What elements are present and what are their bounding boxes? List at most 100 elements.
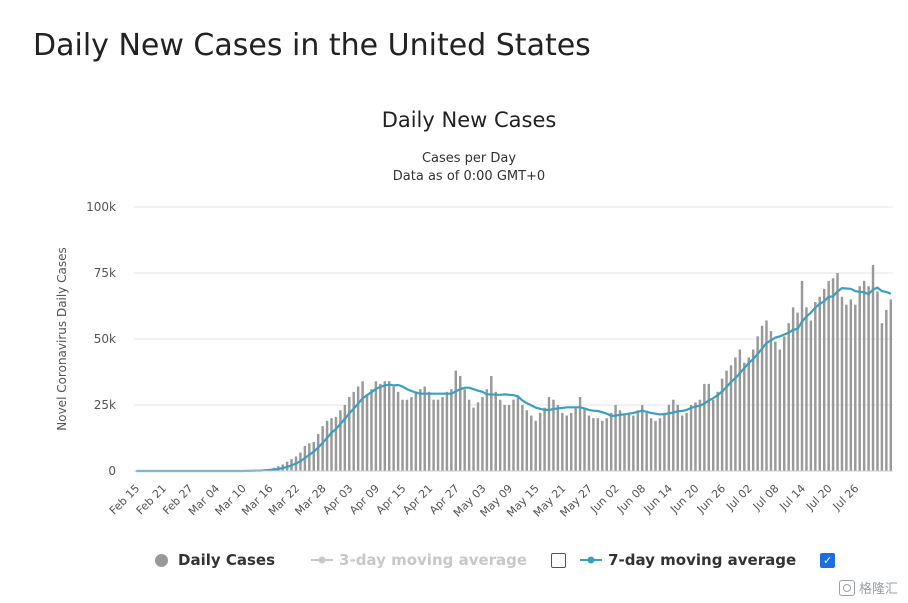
- y-tick-label: 50k: [94, 332, 116, 346]
- ma7-checkbox[interactable]: ✓: [820, 552, 836, 568]
- bar: [308, 443, 311, 471]
- x-tick-label: Jul 08: [750, 482, 782, 514]
- chart-title: Daily New Cases: [381, 108, 557, 132]
- chart-subtitle-line-2: Data as of 0:00 GMT+0: [392, 169, 546, 184]
- logo-icon: [838, 579, 855, 596]
- bar: [516, 397, 520, 471]
- bar: [774, 341, 777, 471]
- bar: [845, 304, 848, 471]
- bar: [396, 391, 400, 471]
- bar: [414, 391, 418, 471]
- bar: [760, 325, 764, 471]
- bar: [751, 349, 755, 471]
- bar: [490, 375, 493, 471]
- bar: [463, 389, 466, 471]
- bar: [383, 381, 387, 471]
- bar: [796, 312, 799, 471]
- bar: [605, 418, 608, 471]
- bar: [645, 412, 648, 471]
- bar: [552, 399, 555, 471]
- bar: [632, 415, 635, 471]
- legend-daily-cases-label: Daily Cases: [178, 551, 276, 569]
- bar: [325, 420, 329, 471]
- line-marker-icon: [580, 556, 603, 564]
- page-title: Daily New Cases in the United States: [33, 28, 591, 63]
- bar: [862, 280, 866, 471]
- watermark-text: 格隆汇: [858, 581, 898, 596]
- bar: [720, 378, 724, 471]
- bar: [343, 405, 347, 471]
- bar: [374, 381, 378, 471]
- bar: [507, 405, 511, 471]
- bar: [707, 383, 711, 471]
- bar: [450, 389, 453, 471]
- bar: [827, 280, 830, 471]
- x-tick-label: Jul 20: [803, 482, 835, 514]
- bar: [330, 418, 333, 471]
- bar: [734, 357, 737, 471]
- bar: [574, 407, 577, 471]
- bar: [432, 399, 435, 471]
- bar: [494, 391, 497, 471]
- bar: [698, 399, 702, 471]
- bar: [583, 407, 586, 471]
- bar: [854, 304, 857, 471]
- bar: [609, 412, 613, 471]
- bar: [485, 389, 489, 471]
- bar: [348, 397, 351, 471]
- bar: [565, 415, 568, 471]
- bar: [361, 381, 364, 471]
- bar: [601, 420, 604, 471]
- bar: [667, 405, 671, 471]
- bar: [747, 357, 750, 471]
- bar: [818, 296, 821, 471]
- bar: [791, 307, 795, 471]
- bar: [738, 349, 742, 471]
- bar: [587, 415, 591, 471]
- bar: [503, 405, 506, 471]
- bar: [672, 399, 675, 471]
- bar: [743, 362, 746, 471]
- bar: [623, 415, 626, 471]
- bar: [676, 405, 679, 471]
- bar: [858, 286, 861, 471]
- bar: [787, 323, 790, 471]
- bar: [578, 397, 582, 471]
- x-tick-label: Jul 26: [830, 482, 862, 514]
- bar: [822, 288, 826, 471]
- legend-ma3-label: 3-day moving average: [339, 551, 528, 569]
- bar: [885, 309, 888, 471]
- bar: [356, 386, 360, 471]
- bar: [889, 299, 893, 471]
- x-tick-label: Jun 14: [641, 482, 675, 516]
- bar: [800, 280, 804, 471]
- bar: [712, 399, 715, 471]
- x-tick-label: Jun 26: [694, 482, 728, 516]
- bar: [831, 278, 835, 471]
- bar: [543, 407, 546, 471]
- legend-ma7-label: 7-day moving average: [608, 551, 797, 569]
- bar: [427, 391, 431, 471]
- ma3-checkbox[interactable]: [551, 552, 567, 568]
- chart-subtitle-line-1: Cases per Day: [421, 151, 517, 166]
- bar: [703, 383, 706, 471]
- bar: [405, 399, 409, 471]
- bar: [312, 441, 315, 471]
- bar: [423, 386, 426, 471]
- legend-daily-cases[interactable]: Daily Cases: [155, 551, 275, 569]
- watermark: 格隆汇: [838, 578, 898, 597]
- legend-ma7[interactable]: 7-day moving average: [580, 551, 796, 569]
- legend-ma3[interactable]: 3-day moving average: [311, 551, 527, 569]
- x-tick-label: Jun 08: [614, 482, 648, 516]
- bar: [339, 410, 342, 471]
- bar: [352, 391, 355, 471]
- bar: [316, 434, 320, 471]
- bar: [441, 397, 444, 471]
- bar: [814, 302, 817, 471]
- y-tick-label: 25k: [94, 398, 116, 412]
- bar: [649, 418, 653, 471]
- bar: [459, 375, 462, 471]
- bar: [640, 405, 644, 471]
- bar: [592, 418, 595, 471]
